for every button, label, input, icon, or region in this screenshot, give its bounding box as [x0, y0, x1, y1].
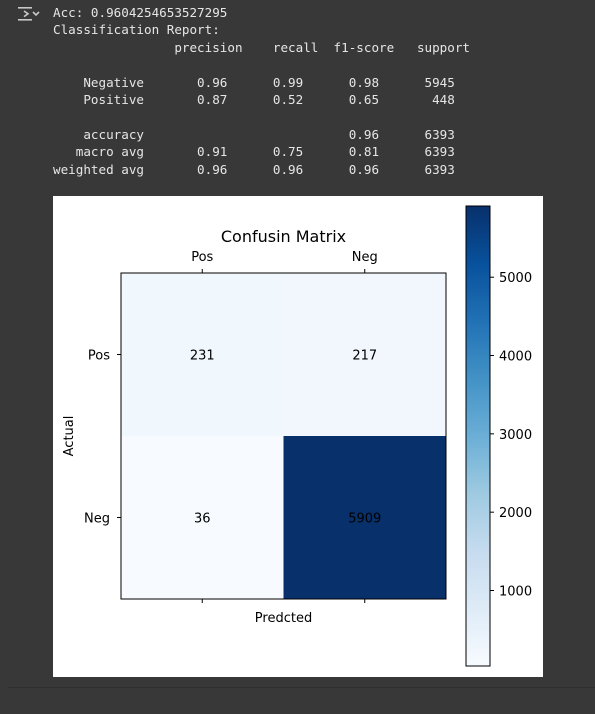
colorbar-tick-label: 1000 — [499, 584, 532, 599]
accuracy-line: Acc: 0.9604254653527295 — [53, 5, 228, 20]
output-toggle-icon[interactable] — [17, 4, 41, 24]
confusion-matrix-chart: 231 217 36 5909 Confusin Matrix Pos Neg Pos Neg P… — [62, 205, 532, 667]
report-row: accuracy 0.96 6393 — [53, 126, 455, 142]
report-rows: Negative 0.96 0.99 0.98 5945 Positive 0.… — [53, 75, 455, 177]
cell-value-label: 231 — [190, 349, 215, 364]
report-row: Positive 0.87 0.52 0.65 448 — [53, 92, 455, 108]
confusion-matrix-figure: 231 217 36 5909 Confusin Matrix Pos Neg Pos Neg P… — [53, 196, 543, 677]
colorbar-tick-label: 5000 — [499, 271, 532, 286]
report-header: precision recall f1-score support — [53, 39, 471, 55]
heatmap-cell — [283, 273, 446, 436]
colorbar — [465, 205, 491, 667]
axes-frame — [120, 272, 447, 600]
x-axis-label: Predcted — [255, 611, 312, 626]
y-axis-label: Actual — [62, 416, 77, 457]
chart-title: Confusin Matrix — [221, 227, 346, 246]
cell-value-label: 36 — [194, 512, 211, 527]
colorbar-tick-label: 3000 — [499, 428, 532, 443]
heatmap-cell — [121, 273, 284, 436]
cell-divider — [8, 687, 595, 688]
x-tick-label: Neg — [352, 250, 378, 265]
colorbar-tick-label: 2000 — [499, 506, 532, 521]
report-title: Classification Report: — [53, 22, 220, 38]
console-output: Acc: 0.9604254653527295 Classification R… — [53, 4, 470, 178]
report-row: Negative 0.96 0.99 0.98 5945 — [53, 74, 455, 90]
y-tick-label: Neg — [84, 512, 110, 527]
cell-value-label: 5909 — [348, 512, 381, 527]
y-tick-label: Pos — [88, 349, 110, 364]
report-row: weighted avg 0.96 0.96 0.96 6393 — [53, 161, 455, 177]
report-row: macro avg 0.91 0.75 0.81 6393 — [53, 144, 455, 160]
heatmap-cell — [283, 436, 446, 599]
colorbar-tick-label: 4000 — [499, 350, 532, 365]
cell-value-label: 217 — [352, 349, 377, 364]
heatmap-cell — [121, 436, 284, 599]
x-tick-label: Pos — [191, 250, 213, 265]
